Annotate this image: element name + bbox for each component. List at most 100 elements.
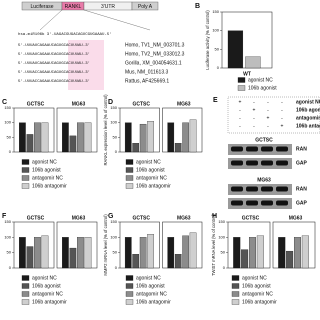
plot-frame [162, 107, 203, 153]
sign: - [281, 99, 283, 105]
sign: - [281, 115, 283, 121]
y-tick-label: 100 [110, 234, 117, 239]
bar [174, 143, 182, 153]
species-label: Homo, TV1_NM_003701.3 [125, 42, 185, 48]
alignment-sequence: 5'-UUUACCAGAAUCAGUGCACUUUAU-3' [18, 70, 90, 75]
legend-swatch [21, 283, 30, 289]
bar [139, 237, 147, 269]
blot-band [231, 186, 243, 192]
sign: + [267, 115, 270, 121]
bar [124, 237, 132, 269]
band-label: RAN [296, 186, 307, 192]
bar [245, 56, 261, 69]
blot-band [276, 146, 288, 152]
sign: - [253, 99, 255, 105]
y-tick-label: 150 [4, 105, 11, 110]
blot-strip [228, 184, 292, 195]
legend-label: agonist NC [32, 275, 57, 281]
category-label: MG63 [72, 215, 86, 221]
panel-e: E + - - - agonist NC - + - - 106b agonist - - + - antag… [213, 96, 320, 209]
y-tick-label: 50 [113, 134, 118, 139]
legend-label: antagomir NC [242, 291, 273, 297]
legend-label: 106b agonist [248, 85, 277, 91]
y-tick-label: 0 [9, 149, 12, 154]
construct-segment [131, 1, 159, 11]
y-tick-label: 100 [218, 234, 225, 239]
bar [189, 232, 197, 269]
y-tick-label: 150 [110, 219, 117, 224]
condition-label: antagomir NC [296, 115, 320, 121]
bar [301, 235, 309, 269]
y-axis-label: TWIST mRNA level (% of control) [211, 213, 216, 276]
alignment-sequence: 5'-UUUAUCAGAAUCAGUGCACUUUAU-3' [18, 52, 90, 57]
bar [293, 237, 301, 269]
y-tick-label: 100 [212, 28, 219, 33]
panel-label: D [108, 99, 113, 106]
y-tick-label: 0 [115, 149, 118, 154]
blot-strip [228, 198, 292, 209]
bar-chart: F 0 50 100 150 GCTSC MG63 agonist NC 106b agonis… [2, 213, 98, 305]
plot-frame [119, 107, 160, 153]
sign: - [239, 123, 241, 129]
sign: - [239, 115, 241, 121]
plot-frame [119, 221, 160, 269]
sign: + [281, 123, 284, 129]
y-tick-label: 150 [110, 105, 117, 110]
legend-swatch [125, 291, 134, 297]
category-label: GCTSC [133, 101, 151, 107]
blot-band [276, 200, 288, 206]
legend-label: 106b agonist [32, 167, 61, 173]
bar [174, 254, 182, 269]
alignment-sequence: 5'-UUUACCAGAAUCAGUGCACUUUAU-3' [18, 79, 90, 84]
blot-band [231, 200, 243, 206]
panel-label: H [212, 213, 217, 220]
blot-band [261, 200, 273, 206]
bar [167, 122, 175, 153]
panel-label: G [108, 213, 114, 220]
bar [19, 237, 26, 269]
y-tick-label: 0 [223, 265, 226, 270]
blot-band [261, 146, 273, 152]
category-label: MG63 [72, 101, 86, 107]
legend-label: 106b antagomir [32, 299, 67, 305]
blot-band [246, 186, 258, 192]
bar [233, 237, 241, 269]
panel-label: E [213, 97, 218, 104]
legend-swatch [237, 85, 246, 91]
category-label: MG63 [177, 215, 191, 221]
category-label: GCTSC [27, 215, 45, 221]
plot-frame [56, 107, 98, 153]
legend-label: agonist NC [136, 159, 161, 165]
sign: - [253, 115, 255, 121]
legend-label: 106b agonist [136, 167, 165, 173]
bar [286, 250, 294, 269]
panel-label: B [195, 3, 200, 10]
band-label: GAP [296, 200, 308, 206]
plot-frame [13, 221, 55, 269]
legend-swatch [21, 299, 30, 305]
y-tick-label: 50 [113, 250, 118, 255]
blot-band [231, 146, 243, 152]
bar [62, 122, 69, 153]
panel-label: F [2, 213, 7, 220]
bar [84, 237, 92, 269]
legend-swatch [21, 167, 30, 173]
legend-swatch [231, 283, 240, 289]
alignment-sequence: 5'-UUUAUCAGAAUCAGUGCACUUUAU-3' [18, 61, 90, 66]
bar [132, 254, 140, 269]
bar [167, 237, 175, 269]
bar [69, 247, 77, 269]
bar [34, 122, 41, 153]
legend-label: 106b agonist [32, 283, 61, 289]
legend-label: 106b agonist [242, 283, 271, 289]
category-label: MG63 [177, 101, 191, 107]
legend-label: antagomir NC [136, 175, 167, 181]
legend-swatch [237, 77, 246, 83]
species-label: Rattus, AF425669.1 [125, 78, 169, 84]
construct-label: 3'UTR [101, 4, 115, 10]
legend-swatch [125, 299, 134, 305]
band-label: RAN [296, 146, 307, 152]
